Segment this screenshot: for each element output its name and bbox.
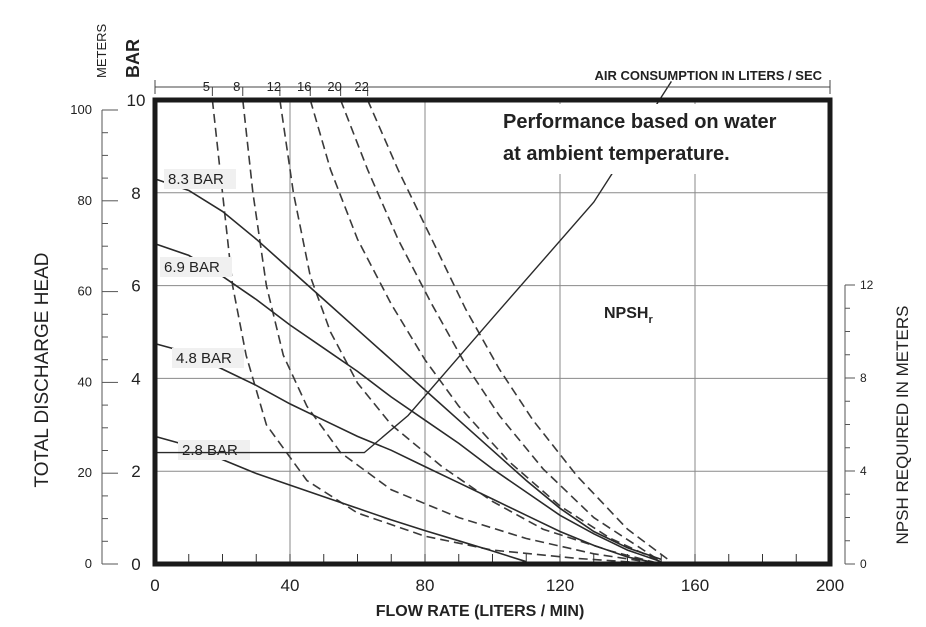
bar-tick-label: 8 bbox=[131, 184, 140, 203]
air-tick-label: 20 bbox=[327, 79, 341, 94]
npsh-tick-label: 0 bbox=[860, 557, 867, 571]
meters-tick-label: 0 bbox=[85, 556, 92, 571]
bar-tick-labels: 0 2 4 6 8 10 bbox=[127, 91, 146, 574]
air-tick-label: 8 bbox=[233, 79, 240, 94]
bar-tick-label: 0 bbox=[131, 555, 140, 574]
air-curve-20 bbox=[339, 99, 662, 563]
pressure-label: 2.8 BAR bbox=[182, 442, 238, 459]
npsh-tick-labels: 0 4 8 12 bbox=[845, 278, 874, 571]
bar-tick-label: 10 bbox=[127, 91, 146, 110]
x-tick-label: 200 bbox=[816, 576, 844, 595]
note-background bbox=[497, 104, 827, 174]
x-tick-label: 0 bbox=[150, 576, 159, 595]
npsh-curve bbox=[155, 81, 672, 454]
bar-tick-label: 6 bbox=[131, 277, 140, 296]
x-tick-label: 80 bbox=[416, 576, 435, 595]
pressure-label-bg bbox=[160, 257, 232, 277]
air-curve-16 bbox=[309, 99, 662, 563]
x-tick-label: 40 bbox=[281, 576, 300, 595]
y-axis-label: TOTAL DISCHARGE HEAD bbox=[32, 252, 53, 487]
meters-axis-title: METERS bbox=[94, 24, 109, 79]
x-axis-label: FLOW RATE (LITERS / MIN) bbox=[376, 603, 585, 620]
air-curve-5 bbox=[211, 99, 662, 565]
pressure-curve-8-3-BAR bbox=[154, 178, 662, 561]
x-minor-ticks bbox=[188, 554, 797, 562]
npsh-tick-label: 12 bbox=[860, 278, 874, 292]
note-line-2: at ambient temperature. bbox=[503, 143, 730, 165]
npsh-tick-label: 4 bbox=[860, 464, 867, 478]
npsh-tick-label: 8 bbox=[860, 371, 867, 385]
pressure-label-bg bbox=[172, 348, 244, 368]
pressure-label: 8.3 BAR bbox=[168, 171, 224, 188]
pressure-label: 6.9 BAR bbox=[164, 259, 220, 276]
plot-frame bbox=[152, 97, 833, 567]
x-tick-labels: 0 40 80 120 160 200 bbox=[150, 576, 844, 595]
pressure-curves: 8.3 BAR 6.9 BAR 4.8 BAR 2.8 BAR bbox=[154, 169, 662, 565]
air-tick-label: 22 bbox=[354, 79, 368, 94]
meters-tick-label: 80 bbox=[78, 193, 92, 208]
meters-tick-label: 60 bbox=[78, 284, 92, 299]
x-tick-label: 120 bbox=[546, 576, 574, 595]
bar-tick-label: 4 bbox=[131, 369, 140, 388]
pressure-curve-4-8-BAR bbox=[154, 342, 662, 565]
air-tick-label: 12 bbox=[267, 79, 281, 94]
air-tick-label: 5 bbox=[203, 79, 210, 94]
pressure-label-bg bbox=[164, 169, 236, 189]
note-line-1: Performance based on water bbox=[503, 111, 777, 133]
meters-tick-label: 40 bbox=[78, 374, 92, 389]
bar-tick-label: 2 bbox=[131, 462, 140, 481]
meters-tick-labels: 0 20 40 60 80 100 bbox=[70, 102, 118, 571]
pressure-label-bg bbox=[178, 440, 250, 460]
pressure-curve-6-9-BAR bbox=[154, 243, 662, 563]
pressure-label: 4.8 BAR bbox=[176, 350, 232, 367]
npsh-label: NPSHr bbox=[604, 305, 653, 326]
air-axis-title: AIR CONSUMPTION IN LITERS / SEC bbox=[594, 68, 822, 83]
air-tick-labels: 5 8 12 16 20 22 bbox=[203, 79, 369, 96]
x-tick-label: 160 bbox=[681, 576, 709, 595]
grid-lines bbox=[155, 100, 830, 564]
air-tick-label: 16 bbox=[297, 79, 311, 94]
air-curve-22 bbox=[366, 99, 669, 561]
meters-tick-label: 100 bbox=[70, 102, 92, 117]
npsh-axis-label: NPSH REQUIRED IN METERS bbox=[893, 306, 912, 545]
meters-tick-label: 20 bbox=[78, 465, 92, 480]
npsh-curve-layer: NPSHr bbox=[155, 81, 672, 454]
bar-axis-title: BAR bbox=[123, 39, 143, 78]
